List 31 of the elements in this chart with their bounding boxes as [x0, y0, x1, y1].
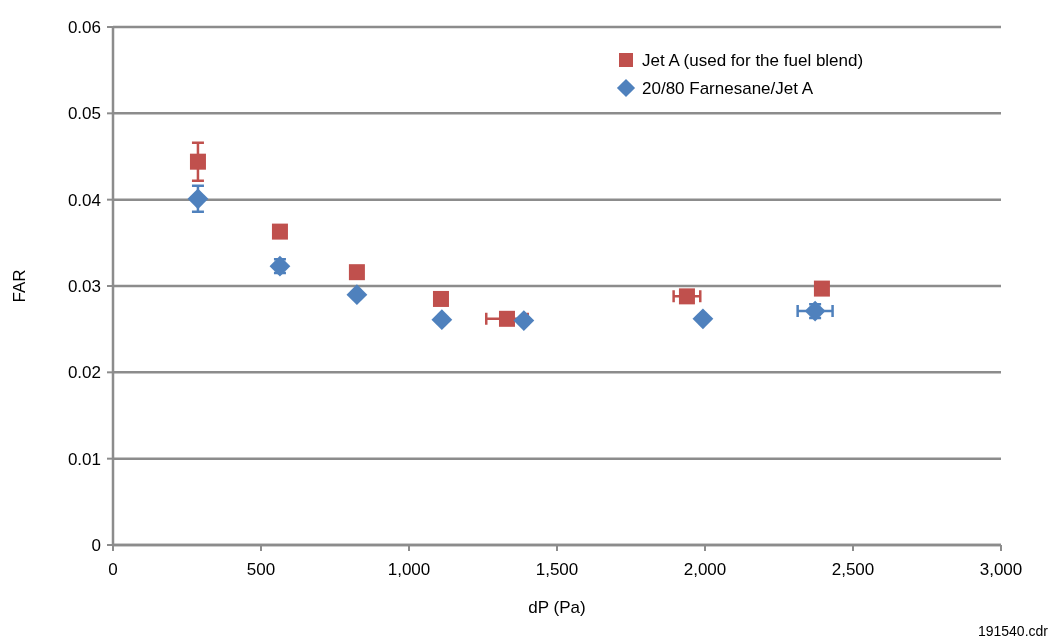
- y-tick-label: 0.04: [67, 190, 101, 210]
- point: [692, 308, 714, 330]
- point: [189, 153, 206, 170]
- point: [678, 288, 695, 305]
- point: [498, 310, 515, 327]
- x-tick-label: 1,000: [387, 560, 431, 579]
- point: [432, 290, 449, 307]
- y-tick-label: 0.06: [67, 18, 101, 37]
- x-tick-label: 2,000: [683, 560, 727, 579]
- x-tick-label: 500: [246, 560, 276, 579]
- y-tick-label: 0.05: [67, 104, 101, 124]
- legend-label: Jet A (used for the fuel blend): [642, 51, 864, 70]
- legend-label: 20/80 Farnesane/Jet A: [642, 79, 814, 98]
- point: [346, 284, 368, 306]
- text: 191540.cdr: [977, 623, 1049, 639]
- x-tick-label: 0: [108, 560, 118, 579]
- y-tick-label: 0.03: [67, 277, 101, 296]
- point: [513, 310, 535, 331]
- y-tick-label: 0.02: [67, 363, 101, 383]
- point: [187, 188, 209, 210]
- point: [813, 280, 830, 297]
- y-tick-label: 0: [91, 536, 101, 555]
- x-tick-label: 1,500: [535, 560, 579, 579]
- y-tick-label: 0.01: [67, 449, 101, 469]
- x-tick-label: 2,500: [831, 560, 875, 579]
- point: [271, 223, 288, 240]
- x-axis-title: dP (Pa): [528, 598, 586, 617]
- point: [348, 264, 365, 281]
- point: [431, 309, 453, 331]
- x-tick-label: 3,000: [979, 560, 1023, 579]
- y-axis-title: FAR: [10, 269, 29, 303]
